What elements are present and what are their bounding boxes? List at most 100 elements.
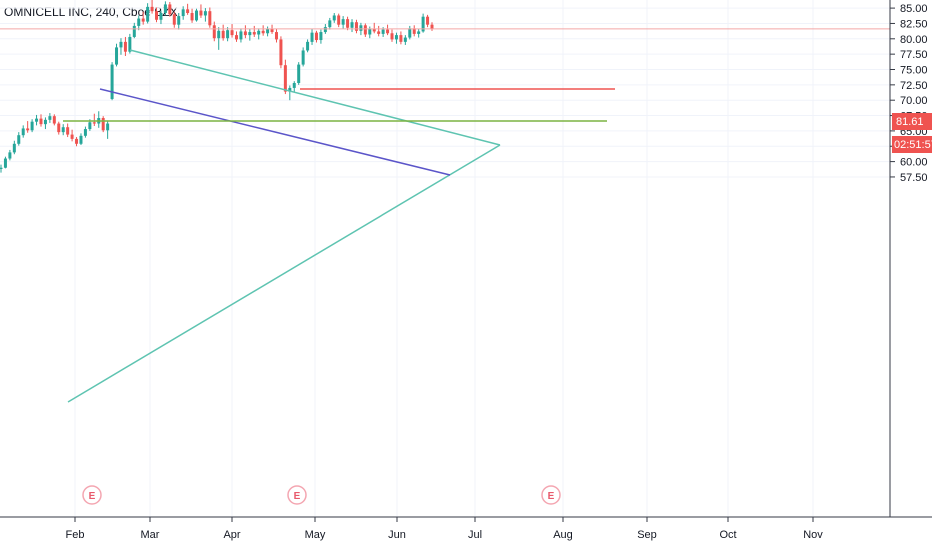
candle-body — [417, 31, 421, 34]
y-tick-label: 70.00 — [900, 95, 928, 107]
purple-trend-line — [99, 88, 451, 176]
candle-body — [230, 30, 234, 36]
candle-body — [195, 10, 199, 21]
earnings-marker[interactable]: E — [541, 485, 561, 505]
candle — [297, 62, 301, 85]
candle-body — [150, 6, 154, 12]
candle-body — [314, 32, 318, 41]
candle-body — [35, 118, 39, 122]
countdown-label: 02:51:57 — [894, 139, 932, 151]
candle-body — [39, 118, 43, 125]
candle-body — [323, 27, 327, 33]
x-tick-label: Oct — [719, 529, 736, 541]
candle — [21, 125, 25, 138]
candle-body — [346, 19, 350, 28]
candle-body — [399, 35, 403, 42]
candle-body — [252, 32, 256, 35]
candle — [217, 27, 221, 50]
candle — [261, 25, 265, 36]
candle — [163, 1, 167, 16]
candle-body — [368, 28, 372, 35]
candle-body — [261, 30, 265, 34]
candle-body — [243, 31, 247, 36]
candle — [199, 4, 203, 18]
earnings-letter: E — [294, 491, 301, 502]
candle — [266, 26, 270, 37]
candle-body — [266, 28, 270, 34]
candle-body — [319, 32, 323, 41]
candle-body — [106, 123, 110, 131]
candle-body — [274, 32, 278, 40]
candle-body — [83, 129, 87, 136]
candle — [3, 156, 7, 169]
candle — [328, 17, 332, 30]
candle — [288, 85, 292, 101]
candle-body — [21, 128, 25, 136]
earnings-marker[interactable]: E — [287, 485, 307, 505]
candle — [115, 43, 119, 67]
earnings-marker[interactable]: E — [82, 485, 102, 505]
candle — [234, 31, 238, 42]
earnings-circle — [541, 485, 561, 505]
x-tick-label: Feb — [66, 529, 85, 541]
candle-body — [190, 13, 194, 21]
candle — [283, 59, 287, 95]
candle — [181, 6, 185, 20]
candle — [137, 15, 141, 31]
candle-body — [110, 64, 114, 99]
y-tick-label: 82.50 — [900, 18, 928, 30]
candle — [26, 121, 30, 133]
y-axis-ticks: 57.5060.0062.5065.0067.5070.0072.5075.00… — [890, 3, 928, 184]
candle-body — [377, 31, 381, 34]
candle — [390, 29, 394, 42]
candle-body — [0, 167, 3, 169]
candle — [17, 132, 21, 146]
price-badge: 81.61 02:51:57 — [892, 113, 932, 153]
candle-body — [279, 39, 283, 66]
candle-body — [172, 14, 176, 25]
candle — [279, 36, 283, 69]
candle-body — [408, 28, 412, 38]
candle — [306, 39, 310, 53]
candle-body — [79, 135, 83, 144]
candle — [35, 114, 39, 126]
candle — [92, 113, 96, 126]
candle — [314, 30, 318, 43]
candle-body — [248, 32, 252, 36]
y-tick-label: 80.00 — [900, 34, 928, 46]
candle-body — [52, 116, 56, 124]
candle-body — [257, 30, 261, 35]
candle-series — [0, 0, 434, 173]
candle — [150, 0, 154, 14]
candle — [239, 28, 243, 43]
candle — [43, 117, 47, 130]
candle-body — [61, 127, 65, 133]
candle-body — [270, 28, 274, 33]
y-tick-label: 75.00 — [900, 65, 928, 77]
candle-body — [168, 4, 172, 15]
candle-body — [212, 25, 216, 39]
candle — [79, 133, 83, 146]
candle — [70, 129, 74, 142]
candle — [399, 31, 403, 45]
candle-body — [217, 30, 221, 39]
candle — [354, 19, 358, 34]
candle — [8, 149, 12, 161]
y-tick-label: 57.50 — [900, 172, 928, 184]
earnings-circle — [82, 485, 102, 505]
candle-body — [101, 118, 105, 131]
earnings-letter: E — [89, 491, 96, 502]
candle-body — [43, 119, 47, 125]
candle — [394, 32, 398, 44]
x-axis-ticks: Feb Mar Apr May Jun Jul Aug Sep Oct Nov — [66, 517, 823, 541]
candle — [159, 10, 163, 25]
candle-body — [203, 11, 207, 16]
candle-body — [88, 122, 92, 130]
x-tick-label: Mar — [141, 529, 160, 541]
candle-body — [288, 87, 292, 92]
candle — [128, 33, 132, 54]
candle — [186, 3, 190, 15]
candle-body — [372, 28, 376, 32]
